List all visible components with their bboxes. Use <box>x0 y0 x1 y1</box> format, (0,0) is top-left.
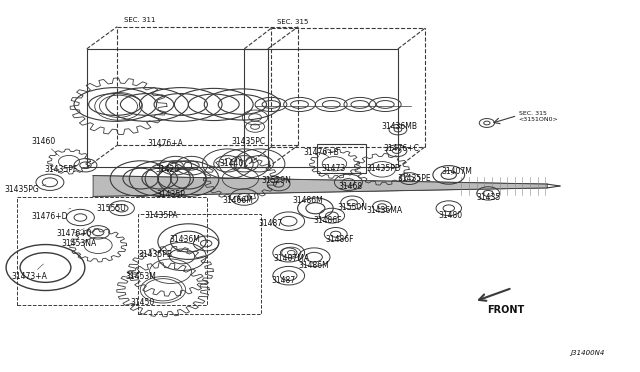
Text: 31435PB: 31435PB <box>138 250 172 259</box>
Text: FRONT: FRONT <box>487 305 525 315</box>
Text: 31435PA: 31435PA <box>145 211 179 220</box>
Text: 31486M: 31486M <box>299 261 330 270</box>
Text: 31407MA: 31407MA <box>273 254 309 263</box>
Text: 31407M: 31407M <box>441 167 472 176</box>
Text: 31476+B: 31476+B <box>304 148 340 157</box>
Text: 31440: 31440 <box>220 159 244 168</box>
Text: 31435PC: 31435PC <box>232 137 266 146</box>
Text: SEC. 315
<3151ON0>: SEC. 315 <3151ON0> <box>518 111 558 122</box>
Text: 31453M: 31453M <box>125 272 156 281</box>
Text: 31436MA: 31436MA <box>366 206 402 215</box>
Text: 31486M: 31486M <box>292 196 323 205</box>
Text: J31400N4: J31400N4 <box>570 350 604 356</box>
Text: SEC. 311: SEC. 311 <box>124 17 155 23</box>
Text: 31436M: 31436M <box>170 235 200 244</box>
Text: 31453NA: 31453NA <box>61 239 97 248</box>
Text: 31420: 31420 <box>156 165 179 174</box>
Text: 31435: 31435 <box>476 193 500 202</box>
Text: 31476+D: 31476+D <box>31 208 71 221</box>
Text: 31476+0: 31476+0 <box>56 228 92 238</box>
Text: 31529N: 31529N <box>261 176 291 185</box>
Text: 31468: 31468 <box>339 182 362 191</box>
Text: 31435PD: 31435PD <box>367 164 401 173</box>
Text: 31435PF: 31435PF <box>45 165 78 174</box>
Text: SEC. 315: SEC. 315 <box>277 19 308 25</box>
Text: 31550N: 31550N <box>337 203 367 212</box>
Text: 31486F: 31486F <box>314 216 342 225</box>
Text: 31486F: 31486F <box>325 235 354 244</box>
Text: 31460: 31460 <box>31 137 60 156</box>
Text: 31480: 31480 <box>438 211 462 220</box>
Text: 31450: 31450 <box>131 298 155 307</box>
Text: 31435PG: 31435PG <box>4 185 46 194</box>
Text: 31466M: 31466M <box>223 196 253 205</box>
Text: 31555U: 31555U <box>96 204 125 213</box>
Text: 31435PE: 31435PE <box>397 174 431 183</box>
Text: 31473+A: 31473+A <box>12 264 47 281</box>
Polygon shape <box>93 176 547 196</box>
Text: 31476+C: 31476+C <box>383 144 419 153</box>
Text: 31487: 31487 <box>271 276 296 285</box>
Text: 31435P: 31435P <box>156 190 185 199</box>
Text: 31436MB: 31436MB <box>381 122 417 131</box>
Text: 31473: 31473 <box>321 164 346 173</box>
Text: 31487: 31487 <box>259 219 283 228</box>
Text: 31476+A: 31476+A <box>147 139 183 148</box>
